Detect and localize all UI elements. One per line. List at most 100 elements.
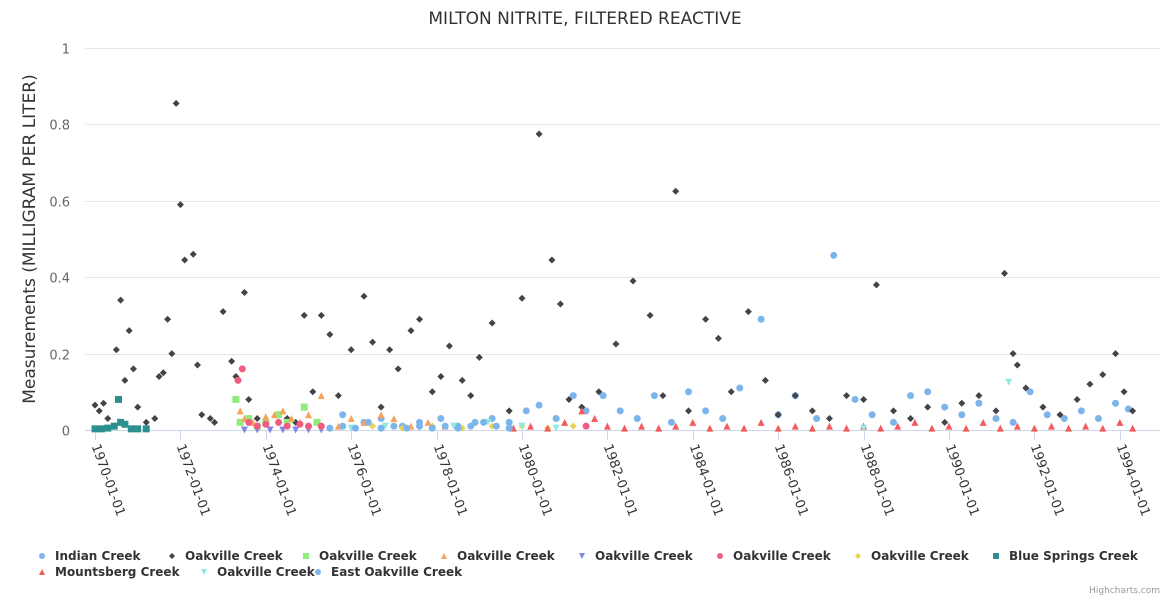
data-point[interactable]: [407, 327, 415, 335]
data-point[interactable]: [774, 424, 782, 432]
data-point[interactable]: [578, 403, 586, 411]
data-point[interactable]: [561, 418, 569, 426]
data-point[interactable]: [110, 422, 118, 430]
data-point[interactable]: [1005, 378, 1013, 386]
data-point[interactable]: [403, 424, 411, 432]
data-point[interactable]: [313, 418, 321, 426]
data-point[interactable]: [924, 388, 932, 396]
data-point[interactable]: [253, 422, 261, 430]
data-point[interactable]: [1086, 380, 1094, 388]
data-point[interactable]: [620, 424, 628, 432]
data-point[interactable]: [659, 392, 667, 400]
data-point[interactable]: [889, 418, 897, 426]
data-point[interactable]: [326, 424, 334, 432]
legend-item[interactable]: Oakville Creek: [441, 549, 556, 563]
data-point[interactable]: [1026, 388, 1034, 396]
data-point[interactable]: [416, 422, 424, 430]
data-point[interactable]: [1073, 395, 1081, 403]
data-point[interactable]: [117, 418, 125, 426]
data-point[interactable]: [390, 415, 398, 423]
data-point[interactable]: [1030, 424, 1038, 432]
data-point[interactable]: [112, 346, 120, 354]
data-point[interactable]: [394, 365, 402, 373]
data-point[interactable]: [1099, 424, 1107, 432]
data-point[interactable]: [1112, 399, 1120, 407]
data-point[interactable]: [757, 315, 765, 323]
data-point[interactable]: [127, 425, 135, 433]
data-point[interactable]: [104, 424, 112, 432]
data-point[interactable]: [1043, 411, 1051, 419]
data-point[interactable]: [121, 376, 129, 384]
data-point[interactable]: [992, 415, 1000, 423]
data-point[interactable]: [390, 422, 398, 430]
data-point[interactable]: [326, 331, 334, 338]
data-point[interactable]: [159, 369, 167, 377]
data-point[interactable]: [552, 415, 560, 423]
data-point[interactable]: [825, 415, 833, 423]
data-point[interactable]: [877, 424, 885, 432]
data-point[interactable]: [189, 250, 197, 258]
data-point[interactable]: [287, 415, 295, 423]
data-point[interactable]: [97, 425, 105, 433]
legend-item[interactable]: Oakville Creek: [169, 549, 284, 563]
data-point[interactable]: [702, 407, 710, 415]
data-point[interactable]: [206, 415, 214, 423]
data-point[interactable]: [646, 311, 654, 319]
data-point[interactable]: [1009, 418, 1017, 426]
data-point[interactable]: [868, 411, 876, 419]
data-point[interactable]: [300, 311, 308, 319]
data-point[interactable]: [843, 424, 851, 432]
data-point[interactable]: [1060, 415, 1068, 423]
data-point[interactable]: [253, 415, 261, 423]
data-point[interactable]: [240, 288, 248, 296]
data-point[interactable]: [441, 422, 449, 430]
legend-item[interactable]: Oakville Creek: [201, 565, 316, 579]
data-point[interactable]: [351, 424, 359, 432]
data-point[interactable]: [142, 418, 150, 426]
data-point[interactable]: [262, 413, 270, 421]
data-point[interactable]: [424, 418, 432, 426]
data-point[interactable]: [339, 422, 347, 430]
data-point[interactable]: [544, 424, 552, 432]
data-point[interactable]: [889, 407, 897, 415]
legend-item[interactable]: Oakville Creek: [855, 549, 970, 563]
data-point[interactable]: [467, 422, 475, 430]
data-point[interactable]: [851, 395, 859, 403]
data-point[interactable]: [125, 327, 133, 335]
credits-link[interactable]: Highcharts.com: [1089, 586, 1160, 596]
data-point[interactable]: [941, 403, 949, 411]
data-point[interactable]: [360, 292, 368, 300]
data-point[interactable]: [234, 376, 242, 384]
data-point[interactable]: [672, 187, 680, 195]
data-point[interactable]: [279, 407, 287, 415]
data-point[interactable]: [437, 415, 445, 423]
data-point[interactable]: [475, 353, 483, 361]
data-point[interactable]: [672, 422, 680, 430]
data-point[interactable]: [582, 422, 590, 430]
data-point[interactable]: [283, 418, 291, 426]
data-point[interactable]: [100, 399, 108, 407]
data-point[interactable]: [808, 407, 816, 415]
data-point[interactable]: [228, 357, 236, 365]
data-point[interactable]: [134, 425, 142, 433]
data-point[interactable]: [505, 424, 513, 432]
data-point[interactable]: [843, 392, 851, 400]
data-point[interactable]: [381, 422, 389, 430]
data-point[interactable]: [317, 422, 325, 430]
data-point[interactable]: [458, 376, 466, 384]
data-point[interactable]: [347, 415, 355, 423]
data-point[interactable]: [236, 407, 244, 415]
data-point[interactable]: [505, 407, 513, 415]
data-point[interactable]: [347, 346, 355, 354]
data-point[interactable]: [1077, 407, 1085, 415]
data-point[interactable]: [193, 361, 201, 369]
legend-item[interactable]: Oakville Creek: [303, 549, 418, 563]
data-point[interactable]: [104, 415, 112, 423]
data-point[interactable]: [535, 401, 543, 409]
data-point[interactable]: [296, 420, 304, 428]
data-point[interactable]: [706, 424, 714, 432]
data-point[interactable]: [723, 422, 731, 430]
data-point[interactable]: [911, 418, 919, 426]
data-point[interactable]: [962, 424, 970, 432]
data-point[interactable]: [236, 418, 244, 426]
